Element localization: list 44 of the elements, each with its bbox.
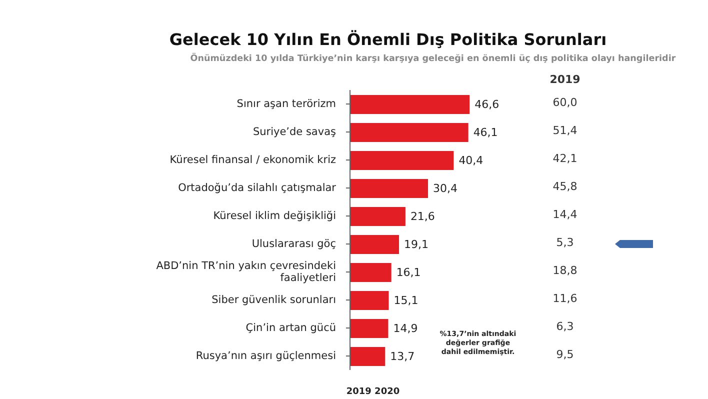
y-tick-label: Uluslararası göç [252,238,336,250]
data-label: 46,6 [474,98,500,111]
text: 2019 2020 [345,387,401,398]
bar [350,319,388,338]
chart-subtitle: Önümüzdeki 10 yılda Türkiye’nin karşı karşıya geleceği en önemli üç dış politika olayı hangileridir [189,54,677,64]
y-tick-label: Çin’in artan gücü [246,322,336,334]
bar [350,179,428,198]
text: 6,3 [555,320,575,334]
data-label: 14,9 [393,322,418,335]
data-label: 30,4 [433,182,458,195]
data-label: 21,6 [410,210,435,223]
y-tick-label: Küresel finansal / ekonomik kriz [170,154,336,166]
text: 60,0 [552,96,578,110]
data-label: 13,7 [390,350,415,363]
bar [350,95,470,114]
y-tick-label: Küresel iklim değişikliği [213,210,336,222]
y-tick-label: Suriye’de savaş [252,126,336,138]
text: 45,8 [552,180,578,194]
bar [350,347,386,366]
text: 5,3 [555,236,575,250]
bar [350,207,406,226]
chart-title: Gelecek 10 Yılın En Önemli Dış Politika Sorunları [168,30,608,49]
y-tick-label: Rusya’nın aşırı güçlenmesi [196,350,336,362]
text: 51,4 [552,124,578,138]
text: 42,1 [552,152,578,166]
y-tick-label: Ortadoğu’da silahlı çatışmalar [178,182,337,194]
y-tick-label: Siber güvenlik sorunları [212,294,336,306]
data-label: 15,1 [394,294,418,307]
text: 2019 [548,73,582,87]
bar [350,123,468,142]
text: 11,6 [552,292,578,306]
text: 14,4 [552,208,578,222]
text: 18,8 [552,264,578,278]
data-label: 16,1 [396,266,421,279]
y-tick-label: Sınır aşan terörizm [236,98,336,110]
bar [350,291,389,310]
data-label: 46,1 [473,126,498,139]
bar [350,151,454,170]
data-label: 19,1 [404,238,429,251]
y-tick-label: ABD’nin TR’nin yakın çevresindeki faaliyetleri [156,260,336,284]
bar [350,235,400,254]
text: 9,5 [555,348,575,362]
data-label: 40,4 [458,154,484,167]
bar [350,263,392,282]
